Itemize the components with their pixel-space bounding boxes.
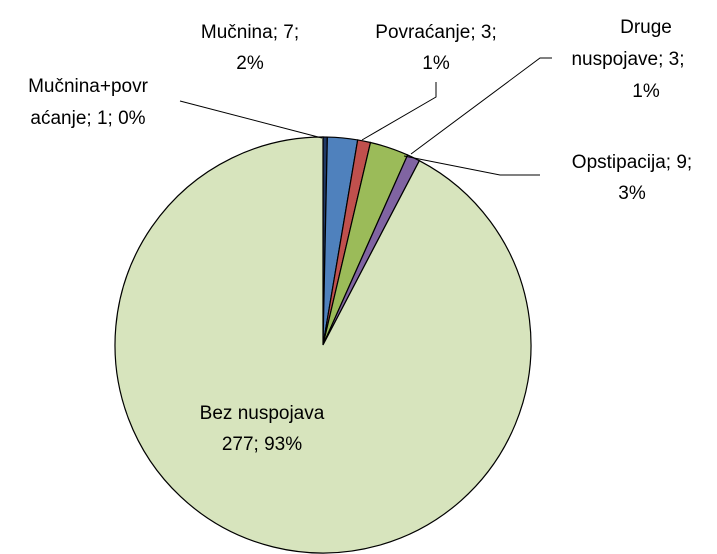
data-label: Povraćanje; 3;	[375, 22, 496, 43]
data-label: nuspojave; 3;	[571, 49, 684, 70]
data-label: 1%	[422, 53, 450, 74]
data-label: Bez nuspojava	[200, 403, 325, 424]
leader-line	[410, 57, 552, 155]
leader-line	[179, 100, 323, 139]
data-label: aćanje; 1; 0%	[30, 108, 145, 129]
data-label: Mučnina+povr	[28, 76, 149, 97]
data-label: 277; 93%	[222, 434, 302, 455]
data-label: 1%	[632, 81, 660, 102]
data-label: Druge	[620, 17, 672, 38]
leader-line	[403, 155, 540, 176]
data-label: 3%	[618, 183, 646, 204]
data-label: 2%	[236, 53, 264, 74]
data-label: Opstipacija; 9;	[572, 152, 692, 173]
pie-slice	[114, 136, 532, 554]
leader-line	[361, 82, 437, 141]
data-label: Mučnina; 7;	[201, 22, 299, 43]
